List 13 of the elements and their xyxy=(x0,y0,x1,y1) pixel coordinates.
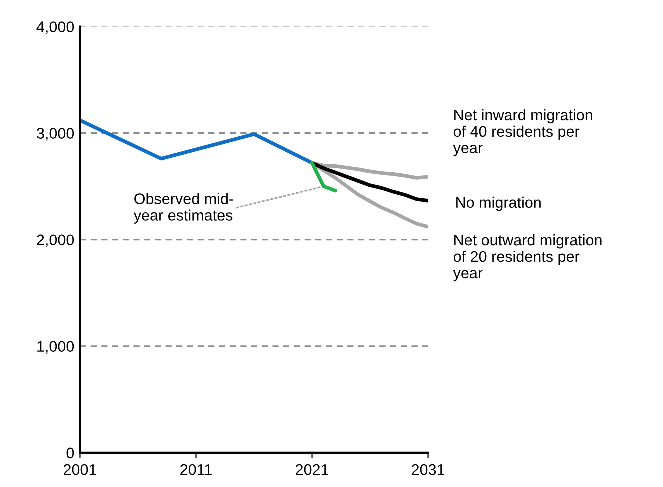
series-label: Net outward migration of 20 residents per year xyxy=(453,234,602,282)
y-tick-label: 1,000 xyxy=(38,341,74,354)
x-tick-label: 2031 xyxy=(412,464,445,476)
x-tick-label: 2011 xyxy=(180,464,212,476)
y-tick-label: 2,000 xyxy=(37,234,74,248)
text: Net inward migration of 40 residents per year xyxy=(453,109,592,157)
annotation: Observed mid- year estimates xyxy=(134,193,234,224)
x-tick-label: 2021 xyxy=(296,464,329,476)
x-tick-label: 2001 xyxy=(64,464,96,476)
y-tick-label: 0 xyxy=(66,448,74,459)
series-label: No migration xyxy=(456,196,541,212)
y-tick-label: 3,000 xyxy=(37,128,74,141)
y-tick-label: 4,000 xyxy=(36,22,74,34)
